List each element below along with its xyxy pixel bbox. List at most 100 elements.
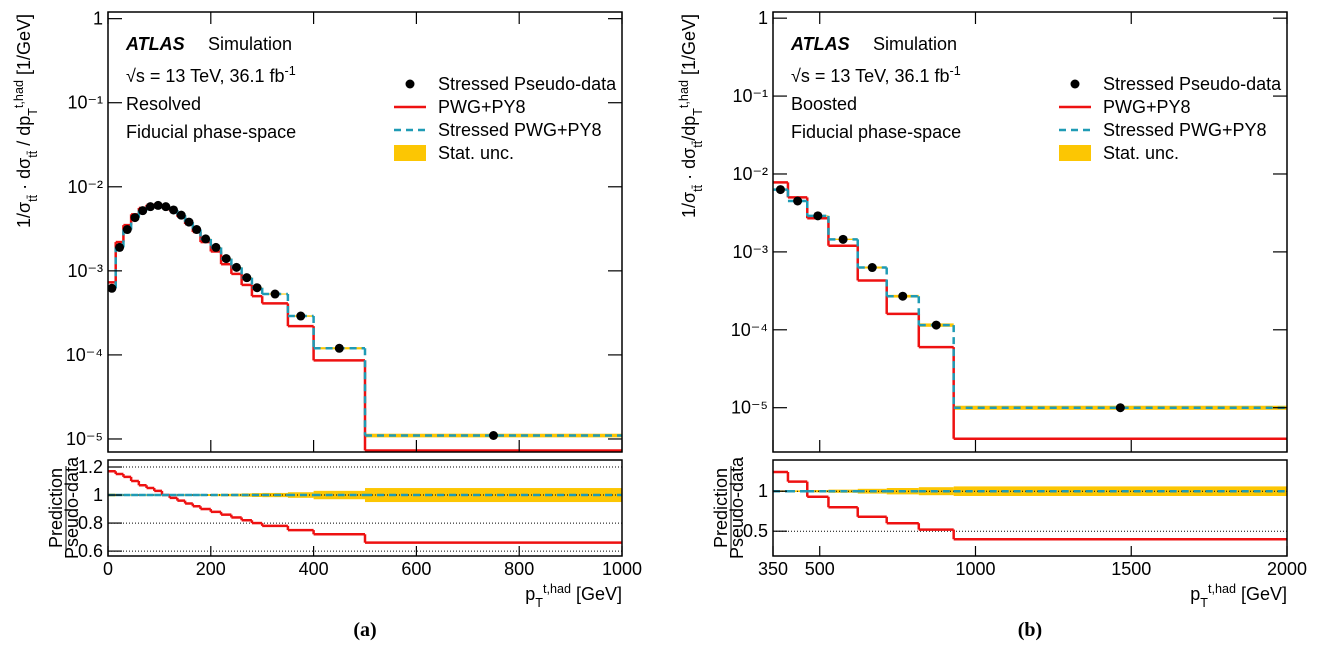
data-point [252,283,262,293]
y-axis-label-part: T [691,108,705,116]
y-axis-label-part: t,had [12,80,26,108]
x-axis-label-part: [GeV] [1236,584,1287,604]
y-tick-label: 10⁻³ [732,242,768,262]
ratio-stat-band [807,490,829,493]
y-tick-label: 10⁻² [67,177,103,197]
phase-space-label: Fiducial phase-space [126,122,296,142]
data-point [775,185,785,195]
x-tick-label: 600 [401,559,431,579]
data-point [153,200,163,210]
data-point [232,262,241,272]
x-tick-label: 1000 [602,559,642,579]
energy-label-part: -1 [285,64,296,78]
data-point [838,234,848,244]
energy-label-part: -1 [950,64,961,78]
y-axis-label-part: [1/GeV] [679,14,699,80]
ratio-y-label: Pseudo-data [727,456,747,559]
x-axis-label-part: T [535,596,543,610]
frame [772,11,1288,453]
y-axis-label: 1/σtt̄ · dσtt̄ / dpTt,had [1/GeV] [12,14,40,228]
y-axis-label-part: /dp [679,116,699,141]
region-label: Boosted [791,94,857,114]
data-point [489,430,498,440]
data-point [130,213,140,223]
caption: (a) [353,619,376,641]
legend-label: Stressed PWG+PY8 [438,120,602,140]
y-axis-label-part: 1/σ [14,202,34,228]
y-tick-label: 10⁻¹ [67,93,103,113]
data-point [898,291,908,301]
x-axis-label-part: p [525,584,535,604]
legend-symbol [405,79,415,89]
data-point [161,202,171,212]
plot-area [773,181,1287,541]
x-tick-label: 1000 [955,559,995,579]
caption: (b) [1018,619,1042,641]
data-point [192,225,202,235]
data-point [793,196,803,206]
data-point [867,263,877,273]
data-point [270,289,280,299]
y-axis-label-part: · dσ [679,148,699,185]
x-axis-label-part: t,had [543,582,571,596]
ratio-y-tick-label: 0.6 [78,541,103,561]
data-point [108,283,117,293]
legend-label: PWG+PY8 [1103,97,1191,117]
y-axis-label-part: 1/σ [679,192,699,218]
data-point [115,242,125,252]
ratio-y-label: Prediction [711,468,731,548]
ratio-y-tick-label: 1 [93,485,103,505]
experiment-label: ATLAS [125,34,185,54]
energy-label: √s = 13 TeV, 36.1 fb-1 [126,64,296,86]
ratio-stat-band [365,488,622,503]
experiment-label: ATLAS [790,34,850,54]
data-point [242,273,252,283]
ratio-y-tick-label: 1.2 [78,457,103,477]
ratio-stat-band [953,486,1287,496]
legend-label: PWG+PY8 [438,97,526,117]
y-axis-label-part: [1/GeV] [14,14,34,80]
y-tick-label: 10⁻³ [67,261,103,281]
y-axis-label-part: t,had [677,80,691,108]
phase-space-label: Fiducial phase-space [791,122,961,142]
energy-label-part: √s = 13 TeV, 36.1 fb [126,66,285,86]
x-axis-label-part: p [1190,584,1200,604]
data-point [211,242,221,252]
data-point [176,210,186,220]
data-point [1115,403,1125,413]
x-tick-label: 2000 [1267,559,1307,579]
y-tick-label: 10⁻² [732,164,768,184]
y-axis-label-part: tt̄ [26,150,40,157]
x-axis-label-part: [GeV] [571,584,622,604]
simulation-label: Simulation [208,34,292,54]
data-point [296,311,306,321]
data-point [201,234,211,244]
y-axis-label-part: tt̄ [691,140,705,147]
y-tick-label: 10⁻⁴ [66,345,103,365]
frame [107,11,623,453]
data-point [145,202,155,212]
y-axis-label-part: tt̄ [691,184,705,191]
y-tick-label: 10⁻¹ [732,86,768,106]
ratio-frame [107,459,623,557]
x-tick-label: 350 [758,559,788,579]
y-axis-label-part: · dσ [14,158,34,195]
y-axis-label: 1/σtt̄ · dσtt̄/dpTt,had [1/GeV] [677,14,705,218]
x-tick-label: 500 [805,559,835,579]
y-axis-label-part: T [26,108,40,116]
x-tick-label: 0 [103,559,113,579]
region-label: Resolved [126,94,201,114]
legend-label: Stressed Pseudo-data [438,74,617,94]
simulation-label: Simulation [873,34,957,54]
x-tick-label: 1500 [1111,559,1151,579]
data-point [169,205,179,215]
ratio-y-tick-label: 1 [758,481,768,501]
y-axis-label-part: / dp [14,116,34,151]
ratio-y-label: Prediction [46,468,66,548]
plot-area [108,200,622,552]
x-axis-label: pTt,had [GeV] [525,582,622,610]
y-tick-label: 10⁻⁴ [731,320,768,340]
legend-label: Stat. unc. [1103,143,1179,163]
data-point [813,211,823,221]
legend-label: Stressed Pseudo-data [1103,74,1282,94]
